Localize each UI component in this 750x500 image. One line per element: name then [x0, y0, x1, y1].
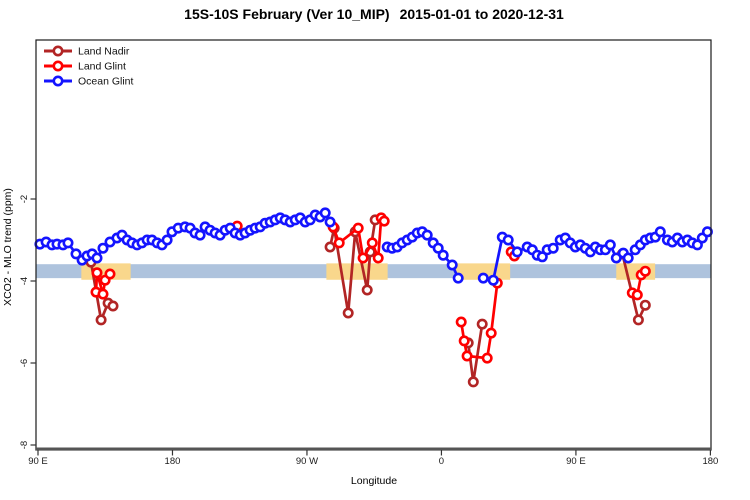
data-point-ocean-glint: [610, 252, 622, 264]
data-point-ocean-glint: [437, 249, 449, 261]
data-point-ocean-glint: [324, 216, 336, 228]
x-axis-title: Longitude: [351, 475, 397, 487]
data-point-ocean-glint: [604, 239, 616, 251]
data-point-ocean-glint: [511, 246, 523, 258]
data-point-ocean-glint: [502, 234, 514, 246]
data-point-land-nadir: [342, 307, 354, 319]
data-point-ocean-glint: [70, 248, 82, 260]
data-point-land-glint: [333, 237, 345, 249]
y-tick-label: -8: [19, 441, 30, 449]
data-point-ocean-glint: [477, 272, 489, 284]
y-tick-label: -2: [19, 195, 30, 203]
data-point-ocean-glint: [691, 239, 703, 251]
data-point-land-glint: [455, 316, 467, 328]
legend-marker-icon: [52, 45, 64, 57]
data-point-land-glint: [481, 352, 493, 364]
chart-title-main: 15S-10S February (Ver 10_MIP): [184, 6, 389, 22]
y-axis-title: XCO2 - MLO trend (ppm): [2, 188, 14, 306]
data-point-land-glint: [639, 265, 651, 277]
series-layer: [34, 207, 713, 388]
data-point-land-glint: [366, 237, 378, 249]
chart-title-dates: 2015-01-01 to 2020-12-31: [400, 6, 564, 22]
data-point-land-nadir: [476, 318, 488, 330]
axes-layer: 90 E 180 90 W 0 90 E 180 -8 -6 -4 -2: [19, 195, 718, 467]
legend-marker-icon: [52, 60, 64, 72]
data-point-land-nadir: [639, 299, 651, 311]
data-point-land-glint: [378, 215, 390, 227]
legend-item-land-glint: Land Glint: [44, 60, 126, 73]
data-point-ocean-glint: [452, 272, 464, 284]
data-point-ocean-glint: [432, 242, 444, 254]
data-point-land-glint: [485, 327, 497, 339]
legend: Land Nadir Land Glint Ocean Glint: [44, 45, 134, 88]
x-tick-label: 180: [702, 456, 718, 467]
data-point-ocean-glint: [487, 274, 499, 286]
data-point-ocean-glint: [91, 252, 103, 264]
data-point-ocean-glint: [421, 229, 433, 241]
legend-item-land-nadir: Land Nadir: [44, 45, 130, 58]
data-point-ocean-glint: [62, 237, 74, 249]
x-tick-label: 90 E: [28, 456, 48, 467]
legend-label: Land Nadir: [78, 46, 130, 58]
data-point-ocean-glint: [536, 251, 548, 263]
data-point-land-glint: [352, 222, 364, 234]
band-layer: [36, 263, 711, 280]
data-point-land-nadir: [324, 241, 336, 253]
data-point-land-nadir: [467, 376, 479, 388]
data-point-land-glint: [357, 252, 369, 264]
data-point-ocean-glint: [547, 242, 559, 254]
legend-marker-icon: [52, 75, 64, 87]
data-point-land-glint: [461, 350, 473, 362]
data-point-land-glint: [631, 289, 643, 301]
data-point-land-nadir: [632, 314, 644, 326]
legend-label: Ocean Glint: [78, 76, 134, 88]
x-tick-label: 90 W: [296, 456, 318, 467]
chart-title: 15S-10S February (Ver 10_MIP) 2015-01-01 …: [184, 6, 564, 22]
data-point-ocean-glint: [654, 226, 666, 238]
legend-label: Land Glint: [78, 61, 126, 73]
data-point-land-glint: [91, 267, 103, 279]
y-tick-label: -4: [19, 277, 30, 285]
data-point-land-nadir: [107, 300, 119, 312]
series-ocean-glint: [34, 207, 713, 286]
data-point-ocean-glint: [161, 234, 173, 246]
data-point-land-glint: [458, 335, 470, 347]
x-tick-label: 180: [165, 456, 181, 467]
data-point-land-nadir: [95, 314, 107, 326]
x-tick-label: 90 E: [566, 456, 586, 467]
data-point-land-glint: [97, 288, 109, 300]
data-point-ocean-glint: [319, 207, 331, 219]
data-point-ocean-glint: [194, 229, 206, 241]
data-point-land-glint: [104, 268, 116, 280]
data-point-land-glint: [372, 252, 384, 264]
data-point-ocean-glint: [622, 252, 634, 264]
land-highlight-span: [326, 263, 388, 280]
data-point-ocean-glint: [701, 226, 713, 238]
x-tick-label: 0: [439, 456, 444, 467]
legend-item-ocean-glint: Ocean Glint: [44, 76, 134, 88]
data-point-land-nadir: [361, 284, 373, 296]
y-tick-label: -6: [19, 359, 30, 367]
data-point-ocean-glint: [446, 259, 458, 271]
data-point-ocean-glint: [97, 242, 109, 254]
